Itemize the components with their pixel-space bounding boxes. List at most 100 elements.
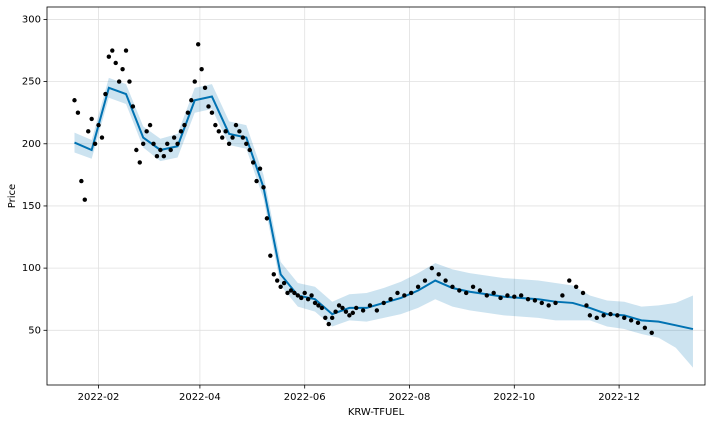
- data-point: [316, 303, 321, 308]
- data-point: [127, 79, 132, 84]
- data-point: [213, 122, 218, 128]
- data-point: [491, 290, 496, 296]
- data-point: [608, 311, 613, 317]
- x-axis-label: KRW-TFUEL: [348, 407, 405, 418]
- data-point: [144, 129, 149, 134]
- data-point: [79, 178, 84, 184]
- data-point: [302, 290, 307, 296]
- grid: [47, 7, 705, 385]
- data-point: [587, 313, 593, 318]
- data-point: [319, 305, 325, 311]
- data-point: [226, 141, 232, 146]
- data-point: [422, 278, 428, 283]
- y-axis-label: Price: [7, 184, 18, 208]
- data-point: [347, 313, 352, 318]
- data-point: [161, 154, 167, 159]
- data-point: [130, 104, 136, 109]
- data-point: [429, 265, 435, 271]
- data-point: [615, 313, 620, 318]
- data-point: [340, 305, 345, 311]
- data-point: [192, 79, 197, 84]
- data-point: [281, 280, 287, 286]
- data-point: [134, 147, 139, 153]
- data-point: [512, 294, 517, 299]
- data-point: [285, 290, 290, 296]
- data-point: [329, 315, 335, 321]
- data-point: [240, 135, 246, 140]
- data-point: [123, 48, 129, 53]
- data-point: [254, 178, 259, 184]
- data-point: [72, 98, 77, 103]
- data-point: [120, 66, 125, 72]
- data-point: [103, 91, 108, 97]
- data-point: [395, 290, 400, 296]
- data-point: [350, 310, 356, 316]
- y-tick-label: 150: [22, 201, 41, 212]
- data-point: [323, 315, 328, 321]
- x-tick-label: 2022-10: [493, 392, 535, 403]
- y-tick-label: 300: [22, 14, 41, 25]
- data-point: [165, 141, 170, 146]
- data-point: [312, 300, 318, 306]
- data-point: [182, 122, 187, 128]
- data-point: [470, 284, 476, 289]
- data-point: [223, 129, 228, 134]
- data-point: [580, 290, 586, 296]
- data-point: [151, 141, 156, 146]
- data-point: [247, 147, 252, 153]
- data-point: [622, 315, 627, 321]
- data-point: [539, 300, 544, 306]
- data-point: [257, 166, 263, 171]
- data-point: [628, 318, 634, 323]
- data-point: [106, 54, 112, 59]
- data-point: [268, 253, 273, 258]
- data-point: [436, 272, 441, 277]
- data-point: [525, 297, 531, 302]
- data-point: [457, 288, 462, 293]
- data-point: [185, 110, 191, 115]
- data-point: [567, 278, 572, 283]
- data-point: [546, 303, 551, 308]
- data-point: [409, 290, 414, 296]
- data-point: [374, 308, 380, 313]
- data-point: [560, 293, 565, 298]
- data-point: [199, 66, 204, 72]
- data-point: [171, 135, 177, 140]
- data-point: [532, 298, 538, 303]
- plot-area: [72, 42, 694, 368]
- data-point: [326, 321, 331, 327]
- data-point: [75, 110, 81, 115]
- data-point: [141, 141, 146, 146]
- data-point: [230, 135, 235, 140]
- data-point: [261, 185, 266, 190]
- uncertainty-band: [74, 77, 693, 368]
- data-point: [477, 288, 483, 293]
- data-point: [415, 284, 421, 289]
- data-point: [96, 122, 101, 128]
- data-point: [216, 129, 222, 134]
- data-point: [250, 160, 256, 165]
- data-point: [110, 48, 115, 53]
- data-point: [443, 278, 448, 283]
- data-point: [594, 315, 599, 321]
- data-point: [498, 295, 503, 301]
- data-point: [275, 278, 280, 283]
- data-point: [381, 300, 386, 306]
- y-tick-label: 250: [22, 77, 41, 88]
- data-point: [206, 104, 211, 109]
- y-tick-label: 100: [22, 263, 41, 274]
- x-tick-label: 2022-08: [389, 392, 431, 403]
- data-point: [220, 135, 225, 140]
- data-point: [354, 305, 359, 311]
- data-point: [292, 290, 297, 296]
- data-point: [367, 303, 373, 308]
- data-point: [484, 293, 490, 298]
- data-point: [89, 116, 94, 122]
- data-point: [573, 284, 579, 289]
- data-point: [388, 297, 393, 302]
- data-point: [158, 147, 163, 153]
- x-tick-label: 2022-06: [284, 392, 326, 403]
- y-tick-label: 200: [22, 139, 41, 150]
- data-point: [202, 85, 208, 91]
- data-point: [336, 303, 342, 308]
